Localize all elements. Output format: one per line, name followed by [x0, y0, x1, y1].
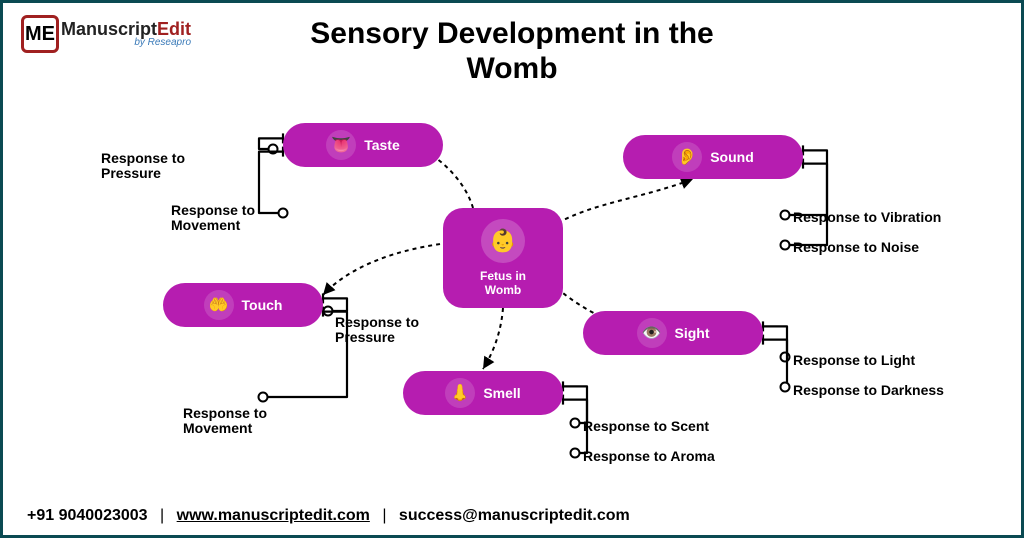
response-label: Response toMovement: [171, 203, 255, 234]
response-label: Response to Vibration: [793, 210, 941, 225]
touch-icon: 🤲: [204, 290, 234, 320]
sense-node-touch: 🤲 Touch: [163, 283, 323, 327]
response-label: Response to Scent: [583, 419, 709, 434]
response-label: Response toPressure: [335, 315, 419, 346]
footer-url: www.manuscriptedit.com: [177, 507, 370, 524]
response-label: Response toPressure: [101, 151, 185, 182]
sense-node-sight: 👁️ Sight: [583, 311, 763, 355]
footer-phone: +91 9040023003: [27, 507, 148, 524]
footer-contact: +91 9040023003 | www.manuscriptedit.com …: [3, 507, 1021, 525]
diagram-canvas: 👶 Fetus in Womb 👅 Taste Response toPressure R…: [3, 3, 1024, 538]
center-node-fetus: 👶 Fetus in Womb: [443, 208, 563, 308]
separator: |: [160, 507, 164, 524]
sight-icon: 👁️: [637, 318, 667, 348]
sense-label: Sound: [710, 149, 754, 165]
response-label: Response to Darkness: [793, 383, 944, 398]
smell-icon: 👃: [445, 378, 475, 408]
sound-icon: 👂: [672, 142, 702, 172]
sense-label: Taste: [364, 137, 400, 153]
response-label: Response to Noise: [793, 240, 919, 255]
footer-email: success@manuscriptedit.com: [399, 507, 630, 524]
sense-node-taste: 👅 Taste: [283, 123, 443, 167]
center-label: Fetus in Womb: [461, 269, 545, 297]
response-label: Response toMovement: [183, 406, 267, 437]
sense-node-smell: 👃 Smell: [403, 371, 563, 415]
separator: |: [382, 507, 386, 524]
sense-label: Smell: [483, 385, 520, 401]
response-label: Response to Light: [793, 353, 915, 368]
diagram-frame: ME ManuscriptEdit by Reseapro Sensory De…: [0, 0, 1024, 538]
sense-label: Touch: [242, 297, 283, 313]
taste-icon: 👅: [326, 130, 356, 160]
sense-label: Sight: [675, 325, 710, 341]
sense-node-sound: 👂 Sound: [623, 135, 803, 179]
response-label: Response to Aroma: [583, 449, 715, 464]
fetus-icon: 👶: [481, 219, 525, 263]
